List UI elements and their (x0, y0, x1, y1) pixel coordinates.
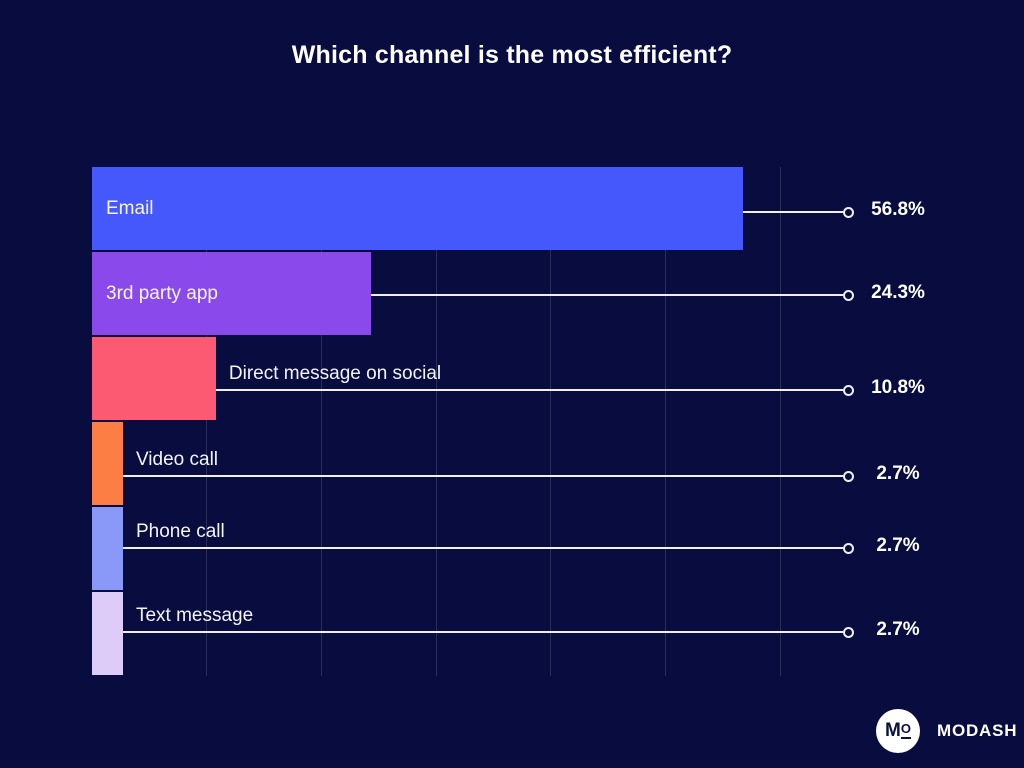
gridline-30pct (435, 167, 437, 676)
leader-endpoint-circle-3rd-party-app (842, 289, 854, 301)
leader-endpoint-circle-phone-call (842, 542, 854, 554)
value-label-video-call: 2.7% (876, 463, 920, 484)
gridline-40pct (550, 167, 552, 676)
bar-label-direct-message-on-social: Direct message on social (228, 363, 442, 384)
leader-line-email (743, 211, 843, 213)
logo-letter-m: M (885, 720, 901, 741)
leader-endpoint-circle-direct-message-on-social (842, 384, 854, 396)
bar-label-phone-call: Phone call (135, 521, 225, 542)
bar-label-3rd-party-app: 3rd party app (106, 282, 218, 304)
leader-line-video-call (122, 475, 843, 477)
leader-line-phone-call (122, 547, 843, 549)
bar-email (92, 167, 744, 250)
bar-text-message (92, 592, 123, 675)
bar-label-video-call: Video call (135, 449, 219, 470)
bar-label-email: Email (106, 197, 154, 219)
modash-logo-mark: M O (876, 709, 920, 753)
bar-video-call (92, 422, 123, 505)
value-label-3rd-party-app: 24.3% (871, 282, 925, 303)
leader-line-text-message (122, 631, 843, 633)
leader-line-direct-message-on-social (215, 389, 843, 391)
logo-letter-o-underlined: O (900, 722, 911, 739)
bar-3rd-party-app (92, 252, 371, 335)
bar-label-text-message: Text message (135, 605, 254, 626)
value-label-phone-call: 2.7% (876, 535, 920, 556)
leader-endpoint-circle-email (842, 206, 854, 218)
leader-endpoint-circle-video-call (842, 470, 854, 482)
modash-logo-text: MODASH (937, 721, 1018, 740)
chart-title: Which channel is the most efficient? (291, 41, 733, 69)
leader-endpoint-circle-text-message (842, 626, 854, 638)
gridline-50pct (665, 167, 666, 676)
value-label-direct-message-on-social: 10.8% (871, 377, 925, 398)
value-label-text-message: 2.7% (876, 619, 920, 640)
modash-logo: M O MODASH (876, 709, 1017, 753)
gridline-20pct (320, 167, 322, 676)
leader-line-3rd-party-app (370, 294, 843, 296)
bar-phone-call (92, 507, 123, 590)
gridline-10pct (206, 167, 208, 676)
bar-direct-message-on-social (92, 337, 216, 420)
value-label-email: 56.8% (871, 199, 925, 220)
gridline-60pct (779, 167, 781, 676)
